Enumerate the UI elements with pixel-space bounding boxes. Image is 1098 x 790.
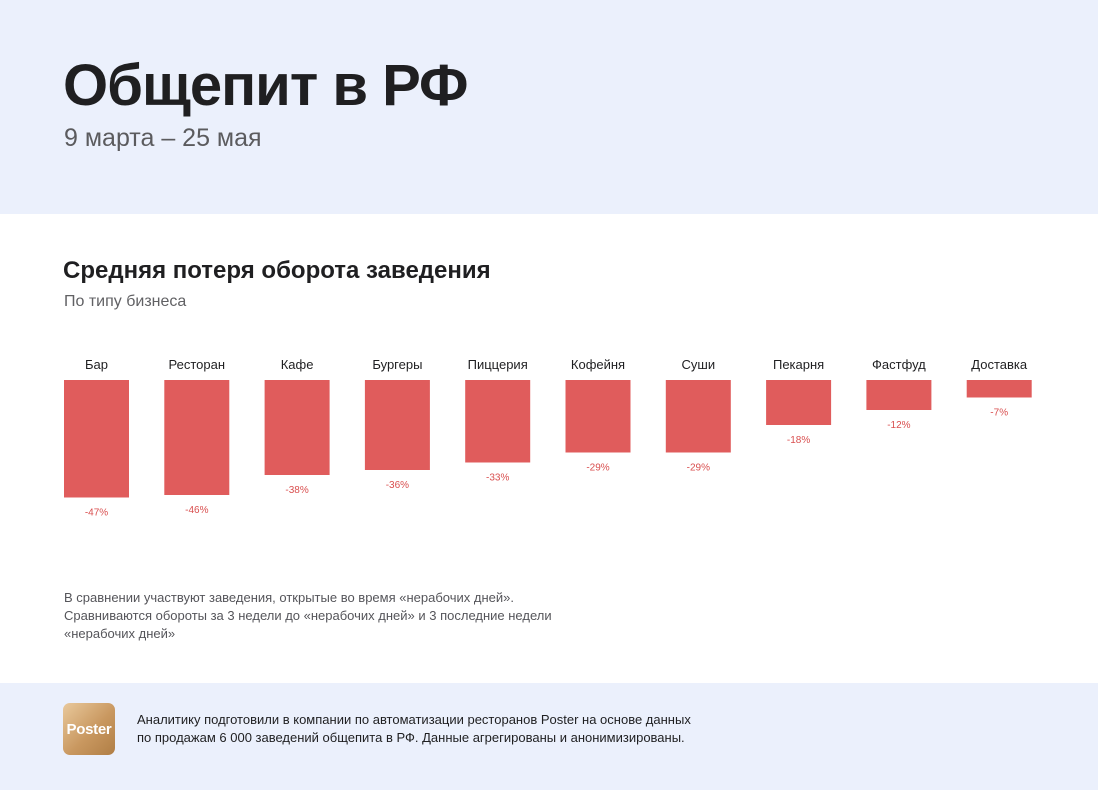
footer-text: Аналитику подготовили в компании по авто… — [137, 711, 691, 747]
bar — [164, 380, 230, 495]
category-label: Пекарня — [773, 357, 824, 372]
footer-line: по продажам 6 000 заведений общепита в Р… — [137, 730, 685, 745]
category-label: Пиццерия — [468, 357, 528, 372]
category-label: Доставка — [971, 357, 1028, 372]
bar — [565, 380, 631, 453]
bar — [264, 380, 330, 475]
category-label: Кафе — [281, 357, 314, 372]
bar — [966, 380, 1032, 398]
value-label: -46% — [185, 505, 208, 516]
value-label: -38% — [285, 485, 308, 496]
category-label: Фастфуд — [872, 357, 926, 372]
methodology-note: В сравнении участвуют заведения, открыты… — [64, 589, 624, 643]
category-label: Бар — [85, 357, 108, 372]
bar — [766, 380, 832, 425]
category-label: Суши — [682, 357, 716, 372]
bar — [364, 380, 430, 470]
category-label: Бургеры — [372, 357, 422, 372]
bar — [866, 380, 932, 410]
bar — [465, 380, 531, 463]
chart-title: Средняя потеря оборота заведения — [63, 257, 491, 284]
logo-text: Poster — [66, 720, 112, 738]
bar — [64, 380, 129, 498]
category-label: Кофейня — [571, 357, 625, 372]
date-range: 9 марта – 25 мая — [64, 124, 262, 152]
value-label: -47% — [85, 508, 108, 519]
note-line: «нерабочих дней» — [64, 626, 176, 641]
poster-logo: Poster — [63, 703, 115, 755]
loss-bar-chart: Бар -47% Ресторан -46% Кафе -38% Бургеры -36% Пи… — [64, 357, 1032, 519]
value-label: -29% — [586, 463, 609, 474]
value-label: -18% — [787, 435, 810, 446]
category-label: Ресторан — [169, 357, 226, 372]
chart-subtitle: По типу бизнеса — [64, 293, 187, 310]
bar — [665, 380, 731, 453]
value-label: -33% — [486, 473, 509, 484]
page-title: Общепит в РФ — [63, 53, 469, 118]
value-label: -36% — [386, 480, 409, 491]
value-label: -7% — [990, 408, 1008, 419]
value-label: -12% — [887, 420, 910, 431]
footer: Poster Аналитику подготовили в компании … — [0, 683, 1098, 790]
value-label: -29% — [687, 463, 710, 474]
footer-line: Аналитику подготовили в компании по авто… — [137, 712, 691, 727]
note-line: В сравнении участвуют заведения, открыты… — [64, 590, 514, 605]
note-line: Сравниваются обороты за 3 недели до «нер… — [64, 608, 552, 623]
header-banner: Общепит в РФ 9 марта – 25 мая — [0, 0, 1098, 214]
